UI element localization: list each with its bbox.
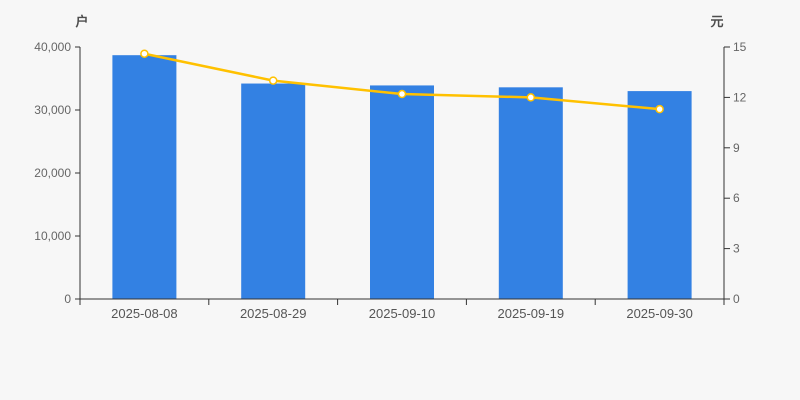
right-axis-unit-label: 元 xyxy=(710,14,724,29)
left-axis-tick-label: 30,000 xyxy=(34,103,71,117)
right-axis-tick-label: 0 xyxy=(733,292,740,306)
bar-2025-08-08[interactable] xyxy=(112,55,177,299)
x-axis-category-label: 2025-08-29 xyxy=(240,306,307,321)
bar-2025-09-19[interactable] xyxy=(498,87,563,299)
x-axis-category-label: 2025-09-30 xyxy=(626,306,693,321)
line-point-2025-09-19[interactable] xyxy=(526,93,536,102)
x-axis-category-label: 2025-09-10 xyxy=(369,306,436,321)
right-axis-tick-label: 9 xyxy=(733,141,740,155)
bar-2025-09-30[interactable] xyxy=(627,91,692,299)
line-point-2025-08-29[interactable] xyxy=(268,76,278,85)
bar-2025-09-10[interactable] xyxy=(370,85,434,300)
left-axis-tick-label: 20,000 xyxy=(34,166,71,180)
left-axis-unit-label: 户 xyxy=(75,14,89,29)
bar-2025-08-29[interactable] xyxy=(241,83,306,299)
right-axis-tick-label: 6 xyxy=(733,191,740,205)
right-axis-tick-label: 15 xyxy=(733,40,747,54)
line-point-2025-09-30[interactable] xyxy=(655,104,664,114)
left-axis-tick-label: 10,000 xyxy=(34,229,71,243)
line-point-2025-08-08[interactable] xyxy=(140,49,149,58)
right-axis-tick-label: 12 xyxy=(733,90,747,104)
x-axis-category-label: 2025-09-19 xyxy=(498,306,565,321)
right-axis-tick-label: 3 xyxy=(733,242,740,256)
line-point-2025-09-10[interactable] xyxy=(397,89,407,99)
left-axis-tick-label: 40,000 xyxy=(34,40,71,54)
x-axis-category-label: 2025-08-08 xyxy=(111,306,178,321)
left-axis-tick-label: 0 xyxy=(64,292,71,306)
